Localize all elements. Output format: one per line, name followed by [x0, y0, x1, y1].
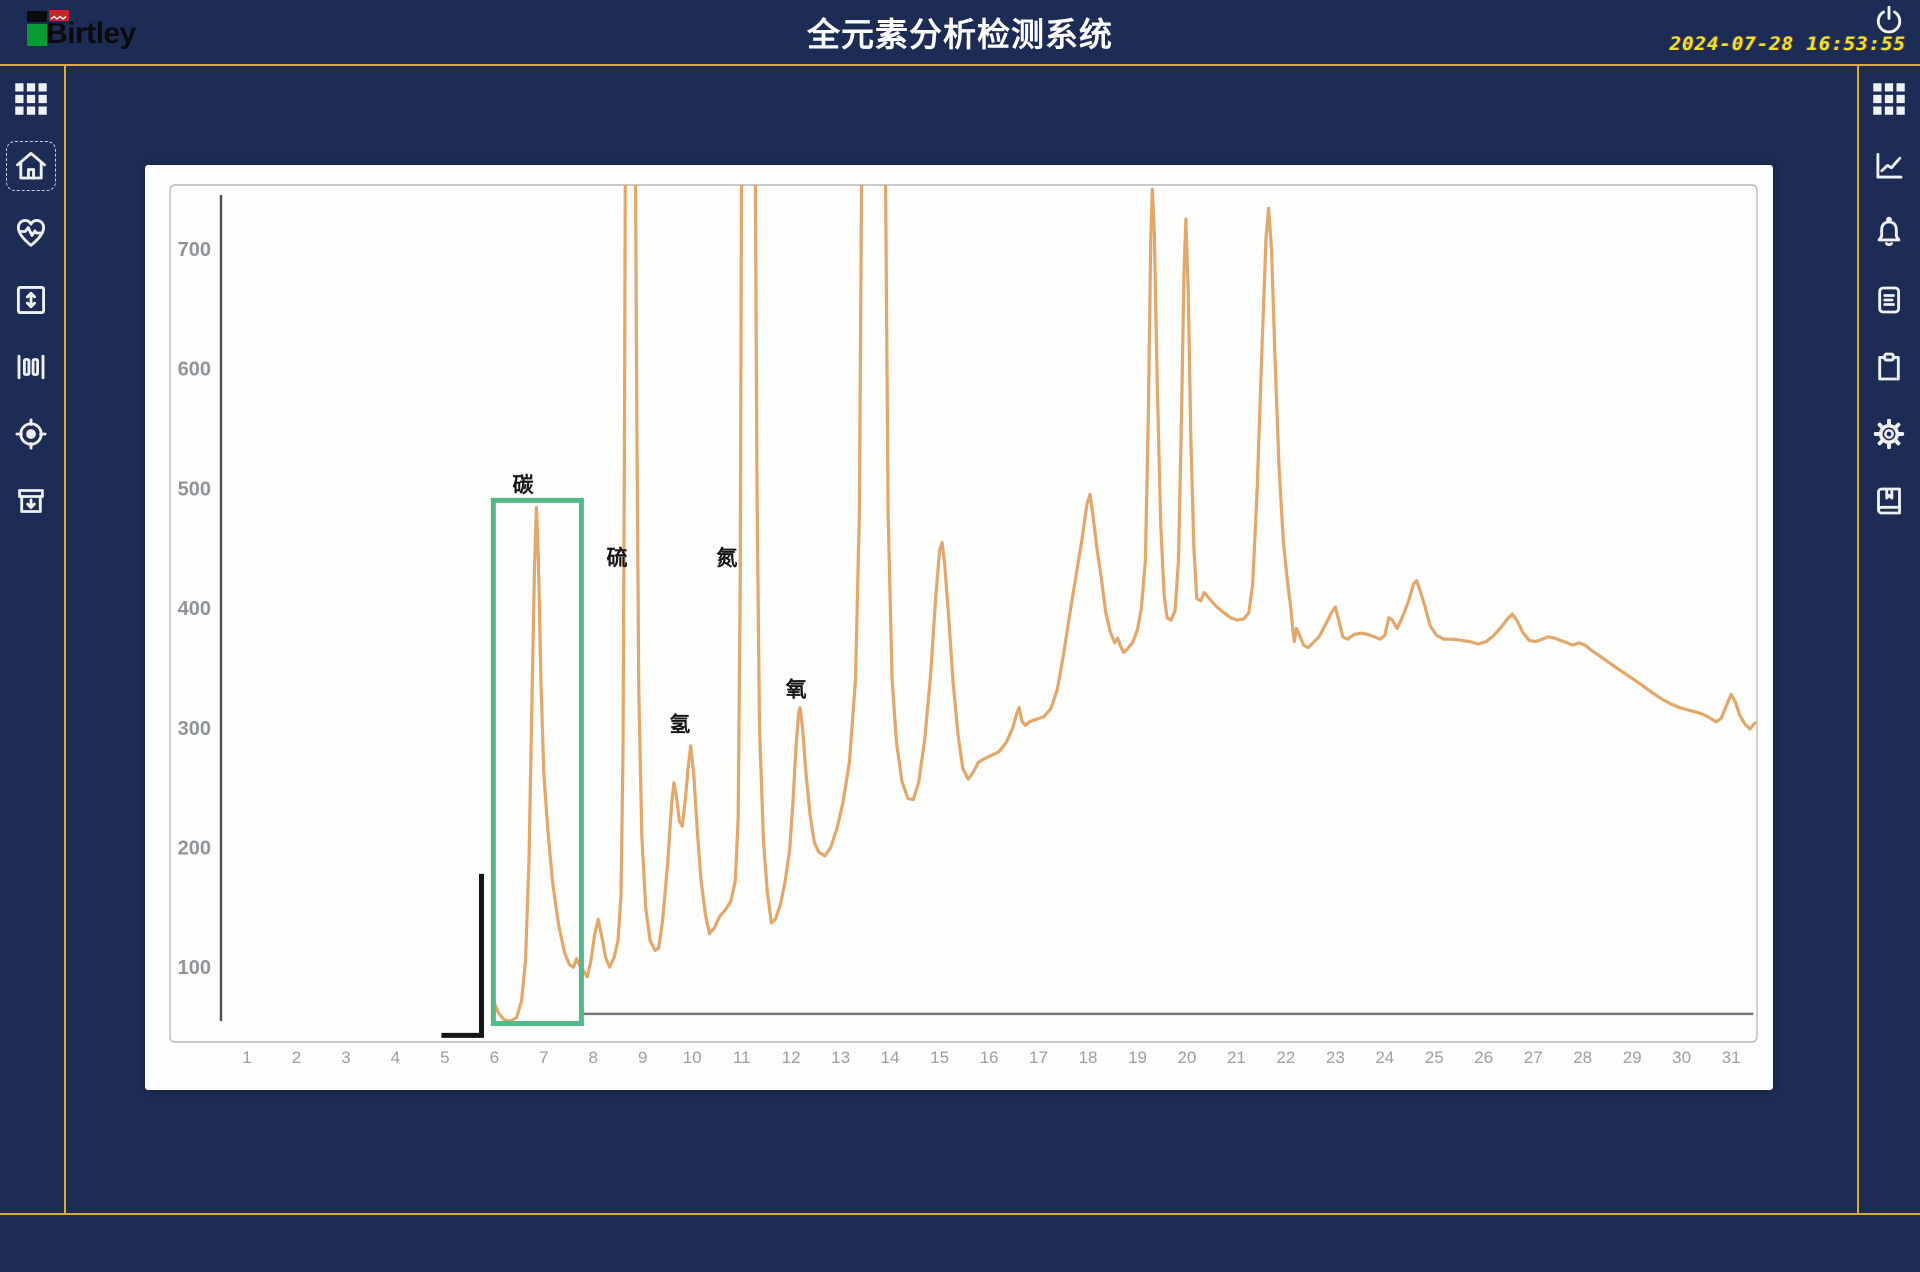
- page-title: 全元素分析检测系统: [807, 16, 1113, 53]
- x-tick-label: 21: [1227, 1048, 1246, 1067]
- home-icon[interactable]: [6, 141, 56, 191]
- x-tick-label: 11: [733, 1048, 751, 1067]
- x-tick-label: 15: [930, 1048, 949, 1067]
- logo-green-square: [27, 24, 47, 46]
- carbon-highlight-box: [490, 497, 584, 1026]
- chromatogram-curve: [491, 185, 1757, 1023]
- x-tick-label: 18: [1079, 1048, 1098, 1067]
- x-tick-label: 4: [391, 1048, 400, 1067]
- x-tick-label: 28: [1573, 1048, 1592, 1067]
- logo-text: Birtley: [46, 17, 136, 50]
- x-tick-label: 20: [1177, 1048, 1196, 1067]
- x-tick-label: 23: [1326, 1048, 1345, 1067]
- saved-book-icon[interactable]: [1870, 482, 1908, 520]
- x-tick-label: 12: [782, 1048, 801, 1067]
- header-divider: [0, 64, 1920, 66]
- x-tick-label: 31: [1722, 1048, 1741, 1067]
- chart-labels-group: 碳硫氢 氮氧: [513, 473, 807, 736]
- chart-curve-group: [491, 185, 1757, 1023]
- vertical-range-icon[interactable]: [12, 281, 50, 319]
- y-tick-label: 200: [178, 838, 211, 860]
- x-tick-label: 13: [831, 1048, 850, 1067]
- x-tick-label: 3: [341, 1048, 350, 1067]
- apps-grid-icon[interactable]: [12, 80, 50, 118]
- datetime-display: 2024-07-28 16:53:55: [1669, 33, 1906, 55]
- footer-divider: [0, 1213, 1920, 1215]
- peak-label: 氧: [786, 678, 807, 702]
- x-tick-label: 27: [1524, 1048, 1543, 1067]
- notifications-bell-icon[interactable]: [1870, 214, 1908, 252]
- target-icon[interactable]: [12, 415, 50, 453]
- y-tick-label: 100: [178, 957, 211, 979]
- x-tick-label: 7: [539, 1048, 548, 1067]
- barcode-icon[interactable]: [12, 348, 50, 386]
- logo-black-square: [27, 11, 47, 22]
- x-tick-label: 10: [683, 1048, 702, 1067]
- heartbeat-icon[interactable]: [12, 214, 50, 252]
- x-tick-label: 30: [1672, 1048, 1691, 1067]
- x-tick-label: 25: [1425, 1048, 1444, 1067]
- x-tick-label: 5: [440, 1048, 449, 1067]
- x-tick-label: 22: [1276, 1048, 1295, 1067]
- right-rail-divider: [1857, 66, 1859, 1213]
- report-document-icon[interactable]: [1870, 281, 1908, 319]
- chart-panel: 700 600 500 400 300 200 100 1 2 3 4 5 6 7 8 9 10 11 12 13 14…: [145, 165, 1773, 1090]
- plot-frame: [169, 184, 1758, 1043]
- y-tick-label: 300: [178, 718, 211, 740]
- peak-label: 氢: [669, 712, 690, 736]
- x-tick-label: 17: [1029, 1048, 1048, 1067]
- x-tick-label: 26: [1474, 1048, 1493, 1067]
- peak-label: 氮: [716, 546, 737, 570]
- x-tick-label: 9: [638, 1048, 647, 1067]
- chart-overlays-group: [176, 873, 1754, 1038]
- right-sidebar: [1858, 66, 1920, 520]
- clipboard-icon[interactable]: [1870, 348, 1908, 386]
- x-tick-label: 6: [490, 1048, 499, 1067]
- left-rail-divider: [64, 66, 66, 1213]
- y-tick-label: 700: [178, 239, 211, 261]
- brand-logo: Birtley: [27, 8, 187, 56]
- left-sidebar: [0, 66, 62, 520]
- x-tick-label: 29: [1623, 1048, 1642, 1067]
- y-tick-label: 500: [178, 478, 211, 500]
- y-tick-label: 600: [178, 359, 211, 381]
- x-tick-label: 16: [980, 1048, 999, 1067]
- line-chart-icon[interactable]: [1870, 147, 1908, 185]
- x-tick-label: 1: [242, 1048, 251, 1067]
- x-tick-label: 24: [1375, 1048, 1394, 1067]
- logo-red-square: [49, 10, 69, 21]
- chart-box-group: [490, 497, 584, 1026]
- peak-label: 硫: [607, 546, 628, 570]
- x-tick-label: 19: [1128, 1048, 1147, 1067]
- x-tick-label: 8: [589, 1048, 598, 1067]
- settings-gear-icon[interactable]: [1870, 415, 1908, 453]
- logo-zigzag-icon: [50, 15, 67, 20]
- apps-grid-icon[interactable]: [1870, 80, 1908, 118]
- header: Birtley 全元素分析检测系统 2024-07-28 16:53:55: [0, 0, 1920, 64]
- archive-download-icon[interactable]: [12, 482, 50, 520]
- y-tick-label: 400: [178, 598, 211, 620]
- x-tick-label: 2: [292, 1048, 301, 1067]
- x-tick-label: 14: [881, 1048, 900, 1067]
- peak-label: 碳: [513, 473, 535, 497]
- power-icon[interactable]: [1874, 4, 1904, 34]
